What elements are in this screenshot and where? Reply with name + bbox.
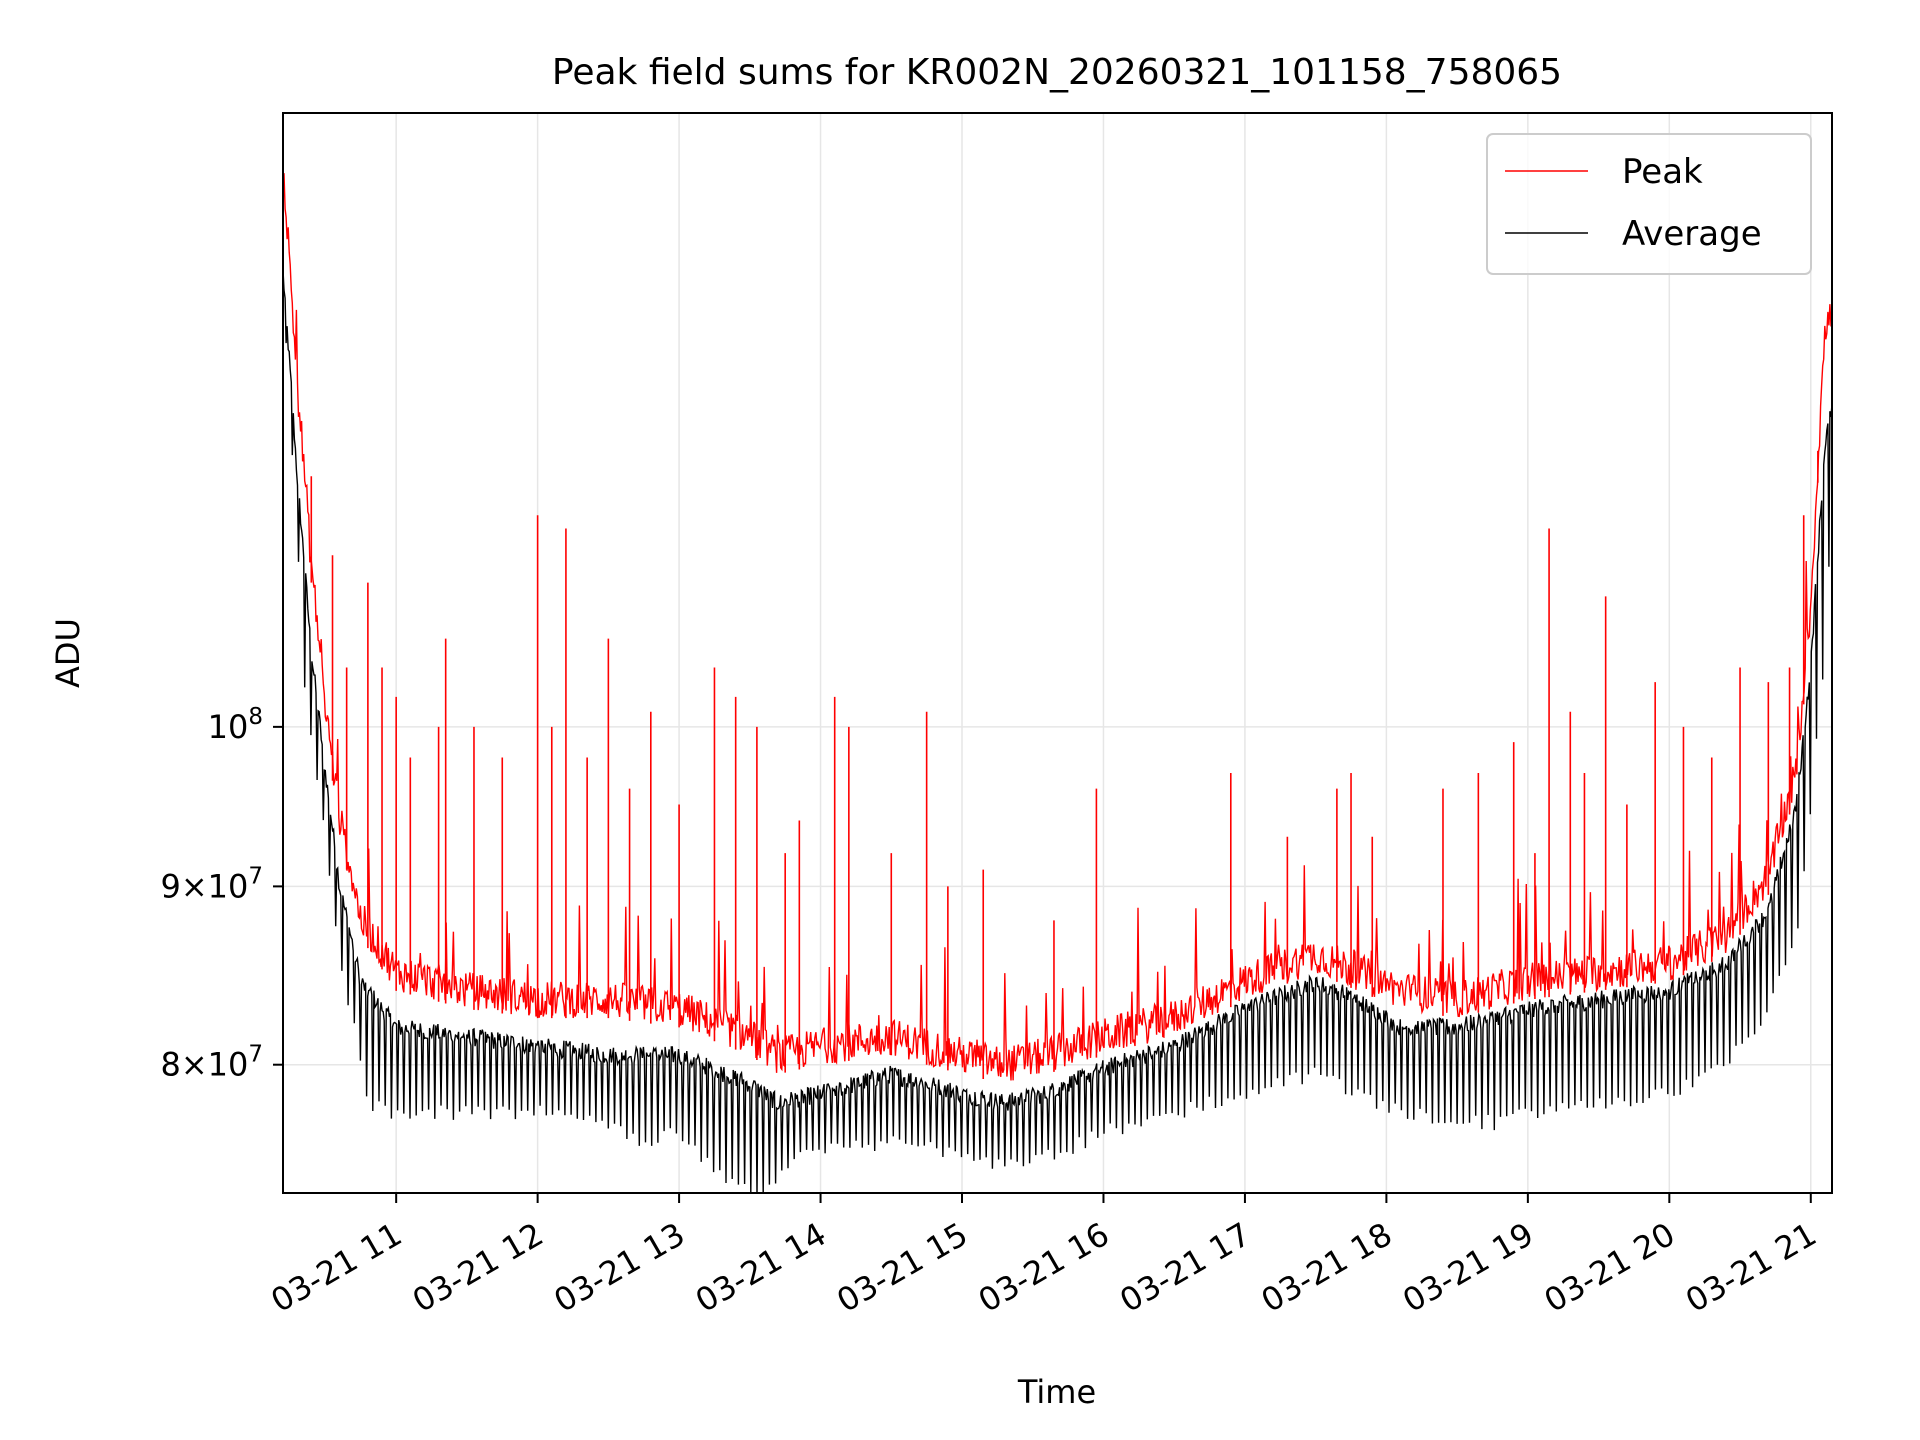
plot-frame — [282, 112, 1833, 1194]
y-axis-label: ADU — [49, 618, 87, 688]
y-tick-label: 108 — [208, 704, 263, 746]
x-axis-label: Time — [1017, 1373, 1096, 1411]
legend: Peak Average — [1486, 133, 1812, 275]
legend-average-label: Average — [1622, 214, 1762, 254]
legend-peak-label: Peak — [1622, 152, 1703, 192]
y-tick-label: 8×107 — [160, 1042, 263, 1084]
series-peak-line — [283, 173, 1832, 1081]
legend-box — [1486, 133, 1812, 275]
y-tick-label: 9×107 — [160, 863, 263, 905]
series-layer — [283, 113, 1832, 1193]
chart-title: Peak field sums for KR002N_20260321_1011… — [552, 52, 1562, 93]
series-average-line — [283, 269, 1832, 1193]
